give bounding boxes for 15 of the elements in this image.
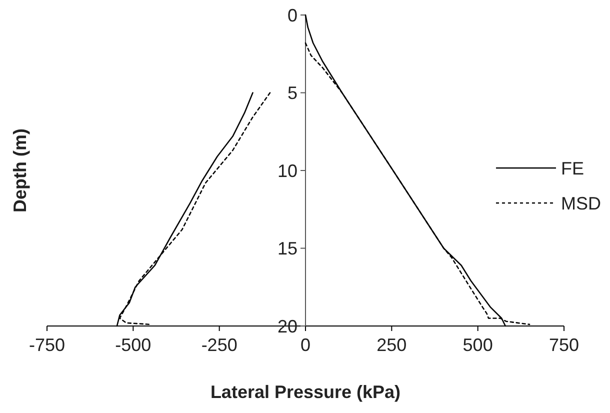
y-tick-label: 0 <box>287 5 298 26</box>
x-tick-label: -250 <box>201 335 238 355</box>
y-axis-title: Depth (m) <box>10 128 30 212</box>
x-tick-label: 250 <box>376 335 407 355</box>
y-tick-label: 10 <box>277 160 298 181</box>
legend-label: MSD <box>561 193 601 214</box>
x-tick-label: 750 <box>548 335 580 355</box>
x-tick-label: -500 <box>115 335 152 355</box>
x-tick-label: 0 <box>300 335 311 355</box>
x-tick-label: 500 <box>462 335 493 355</box>
legend-label: FE <box>561 158 584 178</box>
y-tick-label: 5 <box>287 83 298 104</box>
y-tick-label: 15 <box>277 238 298 259</box>
x-axis-title: Lateral Pressure (kPa) <box>210 382 401 402</box>
x-tick-label: -750 <box>28 335 66 355</box>
